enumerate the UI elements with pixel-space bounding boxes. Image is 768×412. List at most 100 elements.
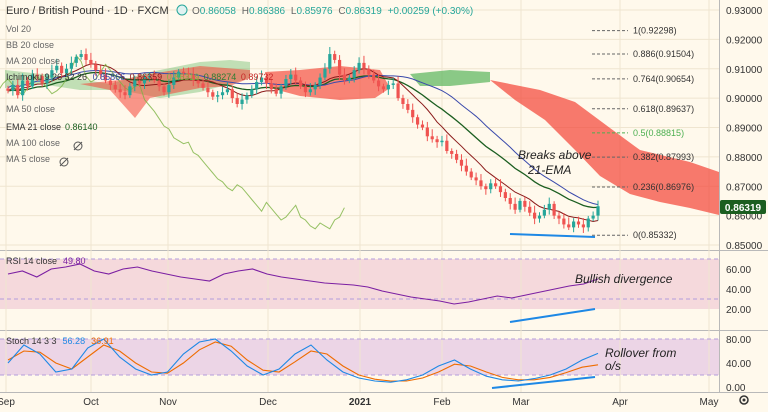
candle-body bbox=[235, 98, 239, 104]
candle-body bbox=[415, 117, 420, 125]
eye-off-icon[interactable] bbox=[59, 157, 69, 167]
stoch-rollover-note-line1[interactable]: Rollover from bbox=[605, 346, 676, 360]
fib-level-label: 0.886(0.91504) bbox=[633, 49, 694, 59]
candle-body bbox=[567, 224, 571, 228]
current-price-label: 0.86319 bbox=[725, 203, 762, 214]
legend-vol[interactable]: Vol 20 bbox=[6, 24, 31, 34]
candle-body bbox=[459, 159, 464, 166]
candle-body bbox=[289, 74, 293, 80]
candle-body bbox=[596, 206, 600, 216]
candle-body bbox=[245, 95, 249, 100]
stoch-legend[interactable]: Stoch 14 3 3 56.28 36.91 bbox=[6, 336, 114, 346]
candle-body bbox=[118, 89, 122, 93]
candle-body bbox=[362, 62, 366, 69]
candle-body bbox=[528, 206, 532, 213]
candle-body bbox=[547, 203, 551, 210]
stoch-tick-label: 80.00 bbox=[726, 335, 751, 346]
stoch-rollover-note-line2[interactable]: o/s bbox=[605, 359, 621, 373]
candle-body bbox=[469, 171, 473, 178]
ema-break-note-line1[interactable]: Breaks above bbox=[518, 148, 592, 162]
candle-body bbox=[55, 65, 59, 71]
candle-body bbox=[562, 218, 566, 225]
ema-break-note-line2[interactable]: 21-EMA bbox=[527, 163, 571, 177]
candle-body bbox=[411, 109, 415, 118]
candle-body bbox=[259, 77, 264, 82]
rsi-tick-label: 20.00 bbox=[726, 305, 751, 316]
candle-body bbox=[225, 89, 230, 93]
candle-body bbox=[206, 87, 210, 93]
rsi-tick-label: 40.00 bbox=[726, 285, 751, 296]
rsi-divergence-line[interactable] bbox=[509, 308, 596, 323]
candle-body bbox=[498, 186, 503, 193]
candle-body bbox=[503, 192, 507, 198]
candle-body bbox=[523, 200, 527, 207]
candle-body bbox=[352, 70, 356, 78]
legend-bb[interactable]: BB 20 close bbox=[6, 40, 54, 50]
price-tick-label: 0.92000 bbox=[726, 35, 763, 46]
gear-icon[interactable] bbox=[739, 395, 749, 405]
price-tick-label: 0.88000 bbox=[726, 153, 763, 164]
candle-body bbox=[123, 92, 127, 96]
ohlc-values: O0.86058 H0.86386 L0.85976 C0.86319 +0.0… bbox=[192, 6, 473, 17]
current-price-tag[interactable]: 0.86319 bbox=[720, 200, 766, 214]
legend-ma200[interactable]: MA 200 close bbox=[6, 56, 60, 66]
candle-body bbox=[196, 80, 200, 84]
time-tick-label: Oct bbox=[83, 397, 99, 408]
candle-body bbox=[177, 71, 181, 78]
candle-body bbox=[430, 136, 434, 140]
legend-ma50[interactable]: MA 50 close bbox=[6, 104, 55, 114]
indicator-legend[interactable]: Vol 20 BB 20 close MA 200 close Ichimoku… bbox=[6, 24, 273, 167]
candle-body bbox=[542, 209, 546, 216]
market-status-icon bbox=[176, 4, 188, 16]
time-tick-label: Dec bbox=[259, 397, 277, 408]
candle-body bbox=[211, 92, 215, 97]
tenkan-line bbox=[7, 63, 599, 223]
candle-body bbox=[138, 80, 142, 84]
rsi-divergence-note[interactable]: Bullish divergence bbox=[575, 272, 673, 286]
axes: 0.93000 0.92000 0.91000 0.90000 0.89000 0.880… bbox=[0, 6, 763, 408]
candle-body bbox=[269, 83, 273, 90]
candle-body bbox=[464, 165, 468, 172]
symbol-header[interactable]: Euro / British Pound · 1D · FXCM O0.8605… bbox=[6, 4, 473, 17]
eye-off-icon[interactable] bbox=[73, 141, 83, 151]
candle-body bbox=[172, 77, 176, 85]
fibonacci-retracement[interactable]: 1(0.92298) 0.886(0.91504) 0.764(0.90654) 0.… bbox=[592, 26, 694, 241]
candle-body bbox=[40, 76, 44, 84]
candle-body bbox=[16, 84, 20, 96]
rsi-tick-label: 60.00 bbox=[726, 265, 751, 276]
candle-body bbox=[308, 89, 312, 93]
candle-body bbox=[147, 76, 152, 78]
candle-body bbox=[79, 54, 83, 57]
candle-body bbox=[586, 218, 590, 228]
time-tick-label: May bbox=[700, 397, 719, 408]
candle-body bbox=[30, 74, 34, 87]
price-tick-label: 0.87000 bbox=[726, 182, 763, 193]
stoch-divergence-line[interactable] bbox=[491, 376, 596, 389]
price-tick-label: 0.93000 bbox=[726, 6, 763, 17]
rsi-legend[interactable]: RSI 14 close 49.80 bbox=[6, 256, 86, 266]
rsi-series bbox=[0, 258, 719, 305]
legend-ichimoku[interactable]: Ichimoku 9 26 52 26 0.85866 0.86359 0.86… bbox=[6, 72, 273, 82]
candle-body bbox=[298, 80, 303, 87]
fib-level-label: 0(0.85332) bbox=[633, 230, 677, 240]
legend-ma5[interactable]: MA 5 close bbox=[6, 154, 50, 164]
candle-body bbox=[406, 104, 410, 110]
candle-body bbox=[69, 62, 73, 69]
candle-body bbox=[50, 70, 54, 78]
legend-ema21[interactable]: EMA 21 close 0.86140 bbox=[6, 122, 98, 132]
time-tick-label: Mar bbox=[512, 397, 530, 408]
candle-body bbox=[313, 84, 317, 90]
candle-body bbox=[113, 84, 117, 90]
legend-ma100[interactable]: MA 100 close bbox=[6, 138, 60, 148]
symbol-title[interactable]: Euro / British Pound · 1D · FXCM bbox=[6, 5, 169, 17]
candle-body bbox=[284, 79, 288, 87]
time-tick-label: Sep bbox=[0, 397, 15, 408]
candle-body bbox=[342, 74, 347, 81]
candle-body bbox=[6, 88, 10, 91]
candle-body bbox=[191, 74, 195, 81]
candle-body bbox=[420, 124, 425, 128]
support-line[interactable] bbox=[509, 233, 596, 238]
candle-body bbox=[479, 180, 483, 187]
candle-body bbox=[142, 77, 147, 84]
